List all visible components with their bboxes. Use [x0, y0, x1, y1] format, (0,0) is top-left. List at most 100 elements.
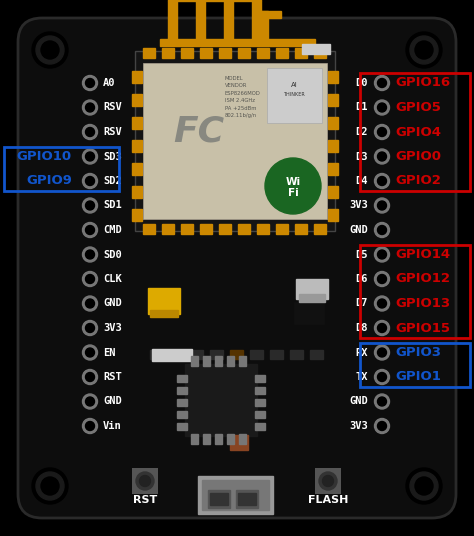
Bar [143, 224, 155, 234]
Bar [236, 490, 258, 508]
Circle shape [377, 421, 386, 430]
Text: D8: D8 [356, 323, 368, 333]
Bar [168, 0, 261, 1]
Text: GND: GND [103, 299, 122, 309]
Text: 3V3: 3V3 [349, 200, 368, 211]
Bar [257, 48, 269, 58]
Text: MODEL
VENDOR
ESP8266MOD
ISM 2.4GHz
PA +25dBm
802.11b/g/n: MODEL VENDOR ESP8266MOD ISM 2.4GHz PA +2… [225, 76, 261, 118]
Text: SD0: SD0 [103, 249, 122, 259]
Bar [200, 224, 212, 234]
Circle shape [139, 475, 151, 487]
Text: Fi: Fi [288, 188, 298, 198]
Bar [238, 493, 256, 505]
Bar [135, 51, 335, 231]
Bar [238, 224, 250, 234]
Bar [239, 434, 246, 444]
Bar [177, 423, 187, 430]
Bar [238, 48, 250, 58]
Bar [276, 224, 288, 234]
Circle shape [377, 299, 386, 308]
Text: D5: D5 [356, 249, 368, 259]
Bar [150, 309, 178, 316]
Bar [360, 244, 470, 338]
Bar [267, 68, 322, 123]
Circle shape [82, 149, 98, 164]
Circle shape [82, 272, 98, 287]
Circle shape [377, 176, 386, 185]
Bar [200, 48, 212, 58]
Circle shape [374, 76, 390, 91]
Bar [299, 294, 325, 301]
Bar [132, 186, 142, 198]
Bar [255, 375, 265, 382]
Text: D2: D2 [356, 127, 368, 137]
Circle shape [377, 348, 386, 357]
Bar [360, 73, 470, 191]
Text: FC: FC [173, 114, 224, 148]
Circle shape [319, 472, 337, 490]
Text: GPIO9: GPIO9 [26, 175, 72, 188]
Bar [132, 140, 142, 152]
Circle shape [32, 468, 68, 504]
Text: D7: D7 [356, 299, 368, 309]
Circle shape [410, 472, 438, 500]
Bar [162, 224, 174, 234]
Text: Wi: Wi [285, 177, 301, 187]
Circle shape [374, 272, 390, 287]
Bar [210, 493, 228, 505]
Circle shape [82, 76, 98, 91]
Circle shape [82, 124, 98, 139]
Circle shape [377, 373, 386, 382]
Bar [276, 48, 288, 58]
Text: 3V3: 3V3 [349, 421, 368, 431]
Circle shape [136, 472, 154, 490]
Circle shape [377, 274, 386, 284]
Circle shape [377, 103, 386, 112]
Bar [224, 1, 233, 39]
Text: THINKER: THINKER [283, 93, 305, 98]
Circle shape [82, 369, 98, 384]
Bar [219, 48, 231, 58]
Bar [132, 71, 142, 83]
Text: RST: RST [103, 372, 122, 382]
Bar [132, 209, 142, 221]
Text: SD2: SD2 [103, 176, 122, 186]
Bar [150, 349, 163, 359]
Bar [310, 349, 323, 359]
Bar [255, 411, 265, 418]
Text: FLASH: FLASH [308, 495, 348, 505]
Bar [295, 224, 307, 234]
Bar [294, 301, 324, 324]
Text: A0: A0 [103, 78, 116, 88]
Text: RSV: RSV [103, 127, 122, 137]
Circle shape [85, 250, 94, 259]
Bar [162, 48, 174, 58]
Circle shape [85, 103, 94, 112]
Text: GPIO12: GPIO12 [395, 272, 450, 286]
Circle shape [32, 32, 68, 68]
Text: GPIO4: GPIO4 [395, 125, 441, 138]
Circle shape [85, 397, 94, 406]
Circle shape [377, 128, 386, 137]
Text: GPIO13: GPIO13 [395, 297, 450, 310]
Bar [328, 209, 338, 221]
Bar [208, 490, 230, 508]
Bar [185, 364, 257, 436]
Circle shape [374, 174, 390, 189]
Bar [270, 349, 283, 359]
Circle shape [82, 100, 98, 115]
Text: CMD: CMD [103, 225, 122, 235]
Bar [328, 71, 338, 83]
Circle shape [374, 296, 390, 311]
Circle shape [377, 152, 386, 161]
Bar [191, 434, 198, 444]
Text: RST: RST [133, 495, 157, 505]
Circle shape [85, 373, 94, 382]
Circle shape [82, 247, 98, 262]
Circle shape [85, 152, 94, 161]
Text: AI: AI [291, 82, 297, 88]
Bar [239, 356, 246, 366]
Circle shape [36, 472, 64, 500]
Bar [152, 349, 192, 361]
Circle shape [374, 394, 390, 409]
